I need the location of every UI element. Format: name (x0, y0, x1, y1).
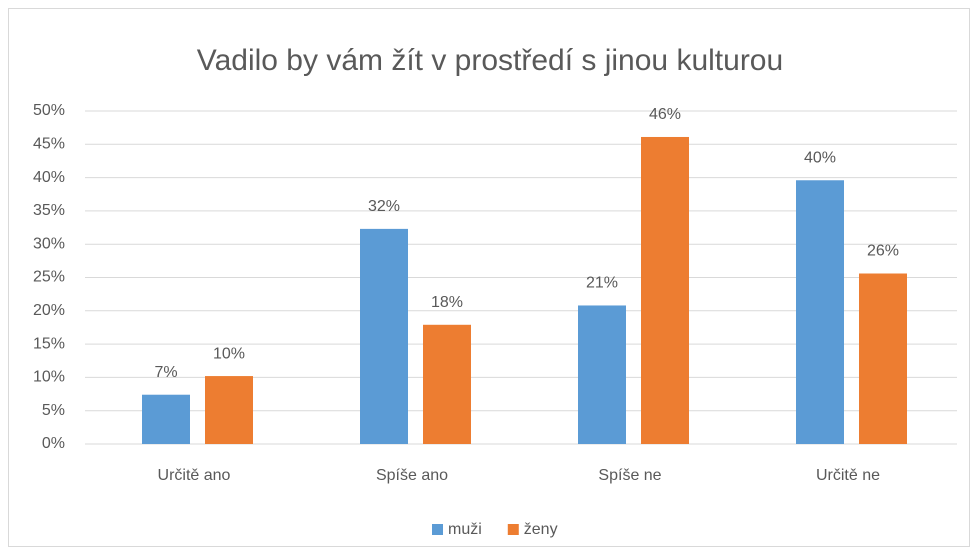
legend-label: muži (448, 521, 482, 538)
bar (360, 228, 408, 444)
legend-swatch (507, 524, 519, 535)
y-tick-label: 25% (33, 269, 65, 286)
bar (859, 273, 907, 444)
bar (796, 180, 844, 444)
data-label: 21% (586, 275, 618, 292)
x-tick-label: Spíše ano (376, 467, 448, 484)
y-tick-label: 35% (33, 202, 65, 219)
bar (578, 305, 626, 444)
bar (205, 376, 253, 444)
data-label: 26% (867, 243, 899, 260)
data-label: 46% (649, 106, 681, 123)
y-tick-label: 40% (33, 169, 65, 186)
data-label: 18% (431, 294, 463, 311)
chart-title: Vadilo by vám žít v prostředí s jinou ku… (197, 44, 783, 77)
data-label: 40% (804, 149, 836, 166)
x-tick-label: Určitě ano (158, 467, 231, 484)
y-tick-label: 15% (33, 335, 65, 352)
x-tick-label: Spíše ne (598, 467, 661, 484)
bar (142, 394, 190, 444)
legend-label: ženy (524, 521, 558, 538)
y-tick-label: 20% (33, 302, 65, 319)
data-label: 32% (368, 198, 400, 215)
data-label: 10% (213, 345, 245, 362)
y-tick-label: 45% (33, 136, 65, 153)
y-tick-label: 30% (33, 235, 65, 252)
bar (423, 324, 471, 444)
bar (641, 136, 689, 444)
y-tick-label: 50% (33, 102, 65, 119)
legend-swatch (432, 524, 443, 535)
y-tick-label: 5% (42, 402, 65, 419)
x-tick-label: Určitě ne (816, 467, 880, 484)
data-label: 7% (154, 364, 177, 381)
y-tick-label: 10% (33, 369, 65, 386)
y-tick-label: 0% (42, 435, 65, 452)
